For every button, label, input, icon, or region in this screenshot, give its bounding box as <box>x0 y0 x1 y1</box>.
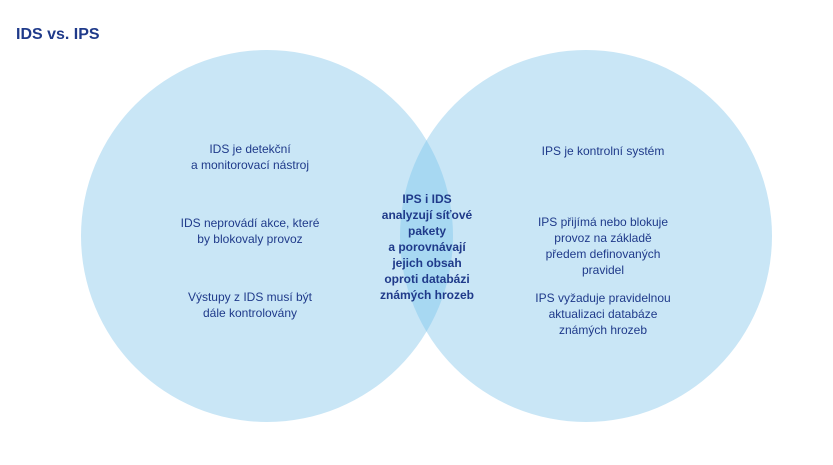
ips-item-control-system: IPS je kontrolní systém <box>541 144 665 158</box>
page-title: IDS vs. IPS <box>16 26 100 43</box>
ids-circle <box>81 50 453 422</box>
ids-item-no-action: IDS neprovádí akce, které by blokovaly p… <box>180 216 320 246</box>
ips-circle <box>400 50 772 422</box>
ips-item-updates: IPS vyžaduje pravidelnou aktualizaci dat… <box>535 291 671 337</box>
ips-item-blocking: IPS přijímá nebo blokuje provoz na zákla… <box>537 215 669 277</box>
ids-item-outputs: Výstupy z IDS musí být dále kontrolovány <box>187 290 313 320</box>
shared-traits-text: IPS i IDS analyzují síťové pakety a poro… <box>379 192 475 302</box>
ids-item-detection: IDS je detekční a monitorovací nástroj <box>190 142 310 172</box>
